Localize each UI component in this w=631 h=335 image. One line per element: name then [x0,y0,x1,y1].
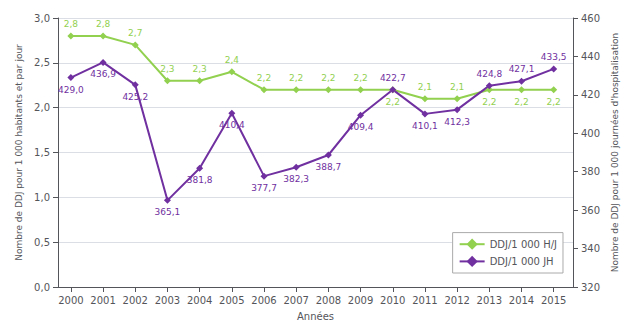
svg-text:433,5: 433,5 [541,52,567,62]
svg-text:2,8: 2,8 [64,19,79,29]
svg-text:0,0: 0,0 [34,282,50,293]
svg-text:Nombre de DDJ pour 1 000 habit: Nombre de DDJ pour 1 000 habitants et pa… [14,44,24,261]
svg-text:Années: Années [297,311,334,322]
svg-text:381,8: 381,8 [187,175,213,185]
svg-text:0,5: 0,5 [34,237,50,248]
svg-text:2013: 2013 [477,295,502,306]
svg-text:429,0: 429,0 [58,85,84,95]
svg-text:2,2: 2,2 [514,97,528,107]
svg-text:2008: 2008 [316,295,341,306]
svg-text:2012: 2012 [444,295,469,306]
svg-text:2006: 2006 [251,295,276,306]
svg-text:2015: 2015 [541,295,566,306]
svg-text:DDJ/1 000 JH: DDJ/1 000 JH [490,256,554,267]
svg-text:2,2: 2,2 [289,73,303,83]
svg-text:2,2: 2,2 [257,73,271,83]
svg-text:2,0: 2,0 [34,102,50,113]
svg-text:2004: 2004 [187,295,212,306]
svg-text:2002: 2002 [123,295,148,306]
svg-text:2000: 2000 [58,295,83,306]
svg-text:2014: 2014 [509,295,534,306]
svg-text:2,7: 2,7 [128,28,142,38]
svg-text:460: 460 [581,13,600,24]
svg-text:365,1: 365,1 [155,207,181,217]
svg-text:410,4: 410,4 [219,120,245,130]
svg-text:2,5: 2,5 [34,57,50,68]
svg-text:412,3: 412,3 [444,117,470,127]
svg-text:410,1: 410,1 [412,121,438,131]
svg-text:2,3: 2,3 [160,64,174,74]
svg-text:2,4: 2,4 [225,55,240,65]
svg-text:340: 340 [581,243,600,254]
svg-text:1,0: 1,0 [34,192,50,203]
svg-text:2,2: 2,2 [386,97,400,107]
svg-text:424,8: 424,8 [476,69,502,79]
svg-text:2007: 2007 [283,295,308,306]
svg-text:425,2: 425,2 [122,92,148,102]
svg-text:377,7: 377,7 [251,183,277,193]
svg-text:2,2: 2,2 [547,97,561,107]
svg-text:2,8: 2,8 [96,19,111,29]
svg-text:388,7: 388,7 [315,162,341,172]
svg-text:400: 400 [581,128,600,139]
svg-text:2010: 2010 [380,295,405,306]
svg-text:1,5: 1,5 [34,147,50,158]
svg-text:409,4: 409,4 [348,122,374,132]
svg-text:2001: 2001 [90,295,115,306]
svg-text:2,3: 2,3 [192,64,206,74]
svg-text:427,1: 427,1 [509,64,535,74]
svg-text:420: 420 [581,89,600,100]
svg-text:380: 380 [581,166,600,177]
svg-text:436,9: 436,9 [90,69,116,79]
svg-text:DDJ/1 000 H/J: DDJ/1 000 H/J [490,239,557,250]
svg-text:2005: 2005 [219,295,244,306]
svg-text:440: 440 [581,51,600,62]
svg-text:382,3: 382,3 [283,174,309,184]
svg-text:2009: 2009 [348,295,373,306]
svg-text:2,1: 2,1 [418,82,432,92]
svg-text:2,2: 2,2 [482,97,496,107]
svg-text:3,0: 3,0 [34,13,50,24]
svg-text:360: 360 [581,205,600,216]
svg-text:320: 320 [581,282,600,293]
svg-text:2011: 2011 [412,295,437,306]
svg-text:2,2: 2,2 [321,73,335,83]
svg-text:Nombre de DDJ pour 1 000 journ: Nombre de DDJ pour 1 000 journées d'hosp… [610,33,620,273]
svg-text:2,1: 2,1 [450,82,464,92]
svg-text:2003: 2003 [155,295,180,306]
svg-text:2,2: 2,2 [353,73,367,83]
svg-text:422,7: 422,7 [380,73,406,83]
